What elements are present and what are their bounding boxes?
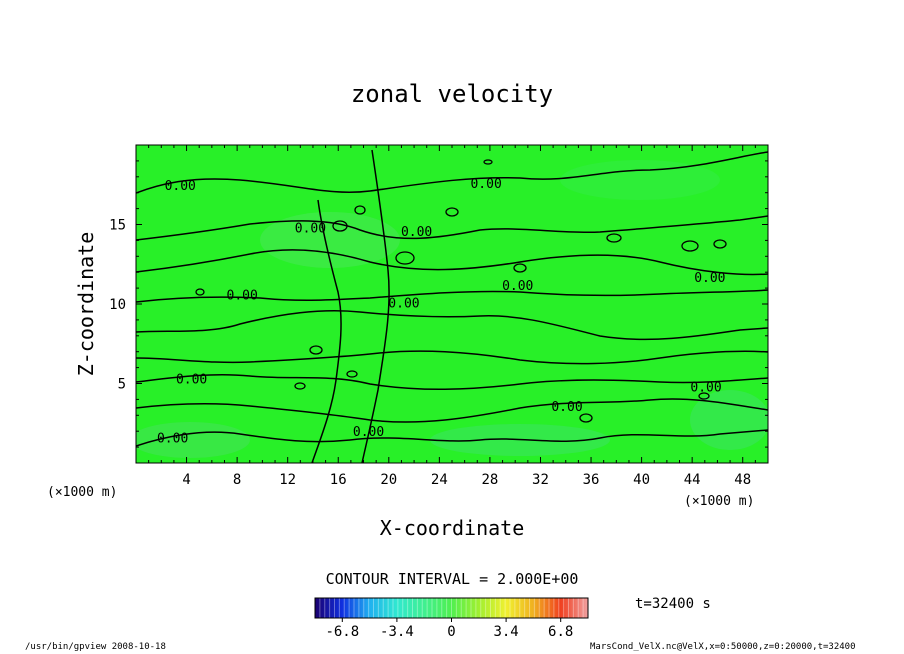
time-label: t=32400 s bbox=[635, 596, 711, 612]
contour-label: 0.00 bbox=[502, 279, 533, 294]
x-tick-label: 16 bbox=[330, 472, 347, 488]
contour-label: 0.00 bbox=[690, 381, 721, 396]
contour-line-lower-2 bbox=[136, 373, 768, 391]
plot-field bbox=[136, 145, 768, 463]
contour-line-center-vertical bbox=[311, 199, 342, 463]
contour-label: 0.00 bbox=[227, 288, 258, 303]
x-axis: 4 8 12 16 20 24 28 32 36 40 44 48 bbox=[148, 145, 756, 488]
colorbar-tick-label: -3.4 bbox=[380, 624, 414, 640]
contour-label: 0.00 bbox=[388, 296, 419, 311]
contour-label: 0.00 bbox=[551, 400, 582, 415]
contour-label: 0.00 bbox=[157, 432, 188, 447]
x-tick-label: 40 bbox=[633, 472, 650, 488]
contour-islands bbox=[195, 159, 727, 423]
contour-line-bottom bbox=[136, 429, 768, 447]
contour-line-mid-2 bbox=[136, 310, 768, 341]
x-unit-left: (×1000 m) bbox=[47, 485, 117, 500]
colorbar-stripes bbox=[319, 598, 584, 618]
colorbar: -6.8 -3.4 0 3.4 6.8 bbox=[314, 597, 589, 640]
contour-label: 0.00 bbox=[470, 177, 501, 192]
colorbar-tick-label: 3.4 bbox=[493, 624, 518, 640]
y-tick-label: 10 bbox=[109, 297, 126, 313]
x-unit-right: (×1000 m) bbox=[684, 494, 754, 509]
chart-title: zonal velocity bbox=[351, 80, 553, 108]
contour-label: 0.00 bbox=[401, 225, 432, 240]
footer-right: MarsCond_VelX.nc@VelX,x=0:50000,z=0:2000… bbox=[590, 642, 856, 652]
contour-line-mid bbox=[136, 289, 768, 303]
x-tick-label: 48 bbox=[734, 472, 751, 488]
x-tick-label: 28 bbox=[481, 472, 498, 488]
contour-label: 0.00 bbox=[176, 373, 207, 388]
colorbar-tick-label: -6.8 bbox=[325, 624, 359, 640]
contour-interval-label: CONTOUR INTERVAL = 2.000E+00 bbox=[326, 570, 579, 588]
x-tick-label: 20 bbox=[380, 472, 397, 488]
colorbar-tick-label: 6.8 bbox=[548, 624, 573, 640]
colorbar-gradient bbox=[315, 598, 588, 618]
x-tick-label: 36 bbox=[583, 472, 600, 488]
contour-line-low bbox=[136, 398, 768, 423]
contour-label: 0.00 bbox=[353, 425, 384, 440]
x-tick-label: 32 bbox=[532, 472, 549, 488]
x-tick-label: 24 bbox=[431, 472, 448, 488]
contour-line-lower bbox=[136, 350, 768, 365]
contour-label: 0.00 bbox=[694, 271, 725, 286]
y-axis: 5 10 15 bbox=[109, 160, 768, 448]
contour-label: 0.00 bbox=[295, 222, 326, 237]
contour-line-center-vertical-2 bbox=[361, 149, 390, 463]
contour-line-top bbox=[136, 151, 768, 194]
y-axis-label: Z-coordinate bbox=[74, 232, 98, 377]
contour-line-upper bbox=[136, 215, 768, 241]
field-shading bbox=[136, 160, 768, 458]
footer-left: /usr/bin/gpview 2008-10-18 bbox=[25, 642, 166, 652]
x-tick-label: 12 bbox=[279, 472, 296, 488]
x-axis-label: X-coordinate bbox=[380, 516, 525, 540]
colorbar-ticks: -6.8 -3.4 0 3.4 6.8 bbox=[325, 618, 573, 640]
contour-labels: 0.00 0.00 0.00 0.00 0.00 0.00 0.00 0.00 0.00 0.00… bbox=[157, 177, 726, 446]
x-tick-label: 4 bbox=[182, 472, 190, 488]
contour-label: 0.00 bbox=[165, 179, 196, 194]
x-tick-label: 44 bbox=[684, 472, 701, 488]
y-tick-label: 15 bbox=[109, 218, 126, 234]
contour-line-upper-2 bbox=[136, 249, 768, 276]
y-tick-label: 5 bbox=[118, 377, 126, 393]
colorbar-tick-label: 0 bbox=[447, 624, 455, 640]
contour-lines bbox=[136, 149, 768, 463]
x-tick-label: 8 bbox=[233, 472, 241, 488]
